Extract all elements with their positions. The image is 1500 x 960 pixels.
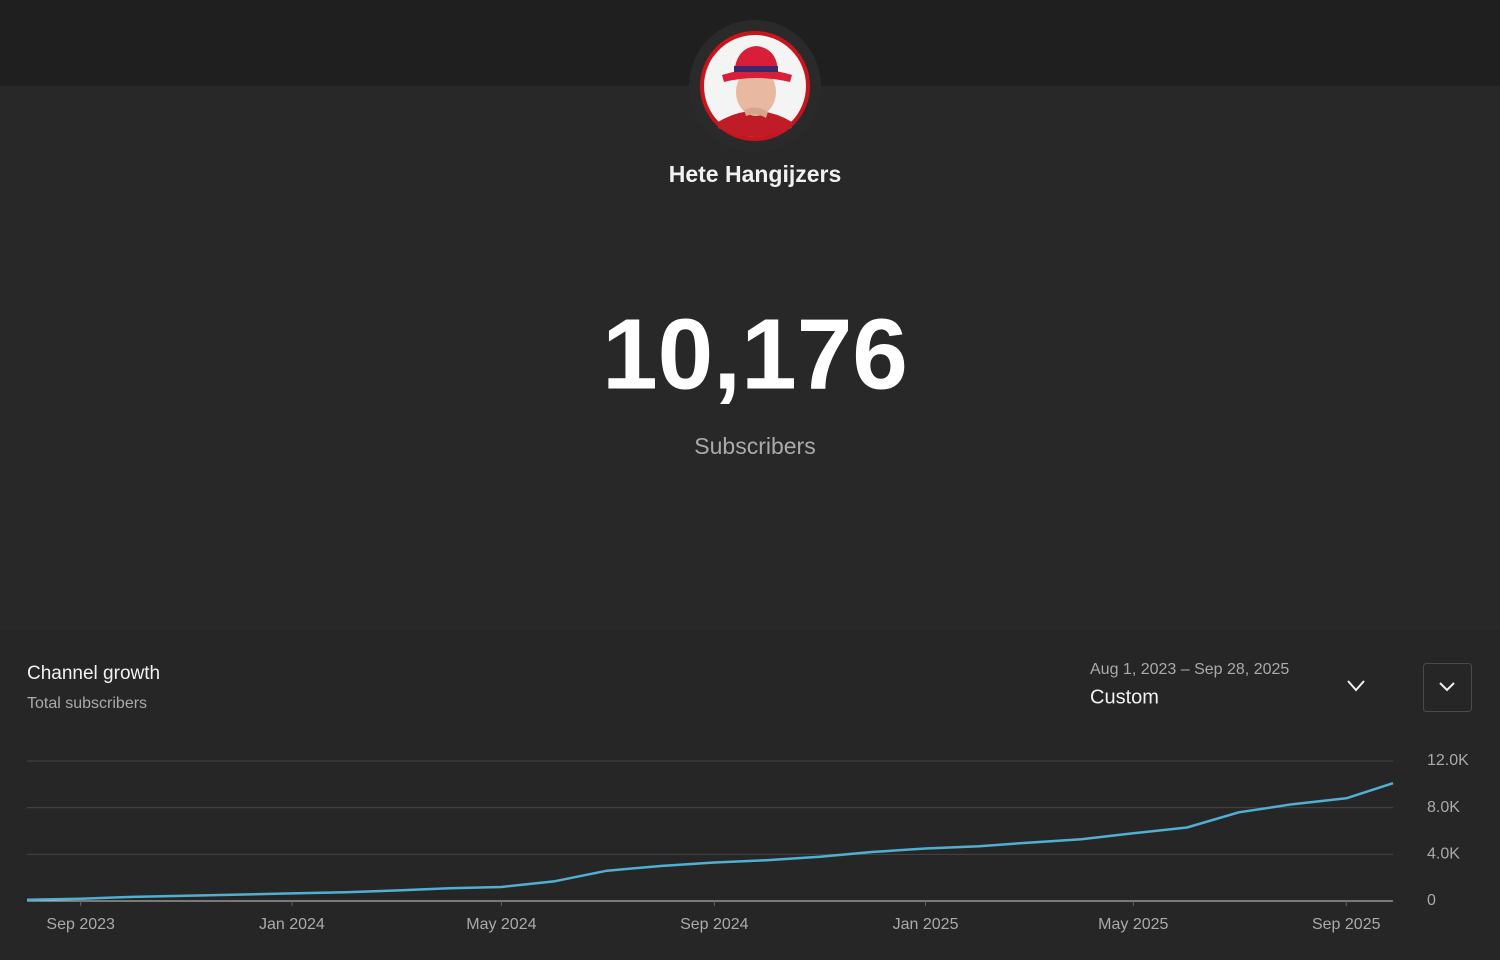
chart-panel [0,630,1500,960]
x-tick-label: Jan 2024 [259,916,325,933]
x-tick-label: May 2025 [1098,916,1168,933]
y-tick-label: 8.0K [1427,799,1460,816]
plot: 0 4.0K 8.0K 12.0K Sep 2023 Jan 2024 May 2024 Se… [26,752,1469,933]
button-border[interactable] [1423,663,1472,712]
x-tick-label: Sep 2023 [46,916,115,933]
dropdown-chevron [1347,680,1365,692]
date-range-dropdown[interactable]: Aug 1, 2023 – Sep 28, 2025 Custom [1080,652,1380,716]
chart-title: Channel growth [27,663,160,684]
growth-line [26,782,1394,902]
subscriber-label: Subscribers [694,433,815,459]
x-tick-label: Sep 2024 [680,916,749,933]
subscriber-count: 10,176 [602,298,908,410]
x-tick-label: Sep 2025 [1312,916,1381,933]
y-tick-label: 0 [1427,892,1436,909]
y-tick-label: 4.0K [1427,846,1460,863]
chart-subtitle: Total subscribers [27,695,147,712]
y-tick-label: 12.0K [1427,752,1469,769]
chevron-icon [1439,682,1455,692]
avatar [689,20,821,152]
date-range: Aug 1, 2023 – Sep 28, 2025 [1090,661,1289,678]
x-tick-label: Jan 2025 [893,916,959,933]
range-option: Custom [1090,686,1159,708]
channel-name: Hete Hangijzers [669,161,842,187]
x-tick-label: May 2024 [466,916,536,933]
expand-button[interactable] [1423,663,1472,712]
